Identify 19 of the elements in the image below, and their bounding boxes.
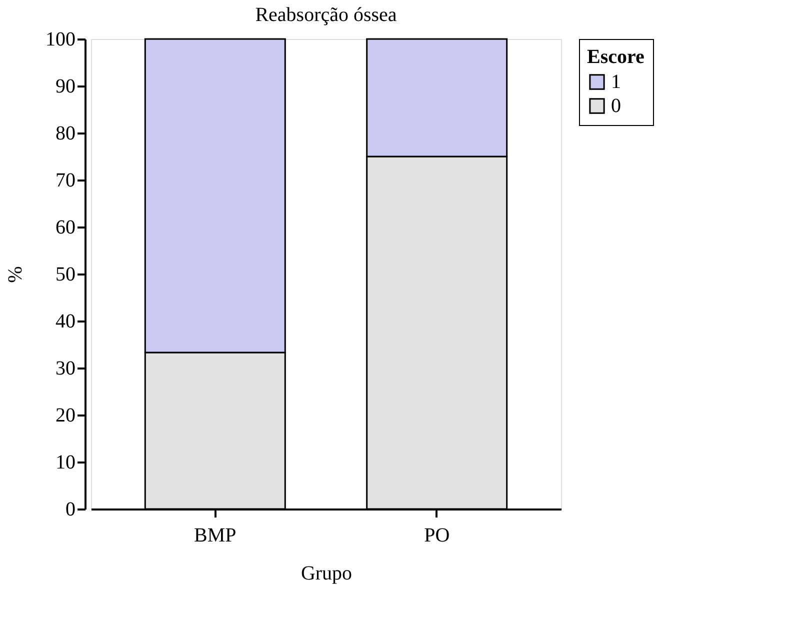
- chart-title: Reabsorção óssea: [255, 4, 397, 26]
- y-tick-label: 0: [66, 498, 76, 520]
- x-tick-label: BMP: [194, 524, 236, 546]
- legend-label: 0: [611, 95, 621, 117]
- y-tick-label: 30: [56, 358, 76, 380]
- y-tick-label: 70: [56, 170, 76, 192]
- y-tick-label: 50: [56, 264, 76, 286]
- y-tick-label: 20: [56, 404, 76, 426]
- y-tick-label: 80: [56, 122, 76, 144]
- y-tick-label: 100: [46, 28, 76, 50]
- y-tick-label: 90: [56, 76, 76, 98]
- y-axis-title: %: [4, 266, 26, 283]
- y-tick-label: 40: [56, 310, 76, 332]
- x-axis-title: Grupo: [300, 562, 352, 584]
- x-tick-label: PO: [424, 524, 450, 546]
- y-tick-label: 60: [56, 216, 76, 238]
- legend-title: Escore: [587, 46, 645, 68]
- legend-label: 1: [611, 71, 621, 93]
- y-tick-label: 10: [56, 452, 76, 474]
